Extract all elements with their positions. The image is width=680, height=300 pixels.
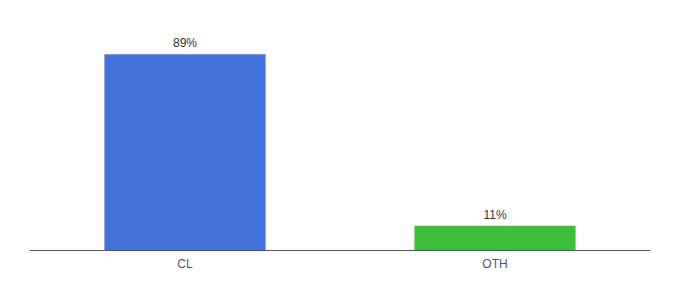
svg-text:CL: CL	[177, 257, 193, 271]
svg-text:OTH: OTH	[482, 257, 507, 271]
svg-text:89%: 89%	[173, 36, 197, 50]
svg-text:11%: 11%	[483, 208, 506, 222]
